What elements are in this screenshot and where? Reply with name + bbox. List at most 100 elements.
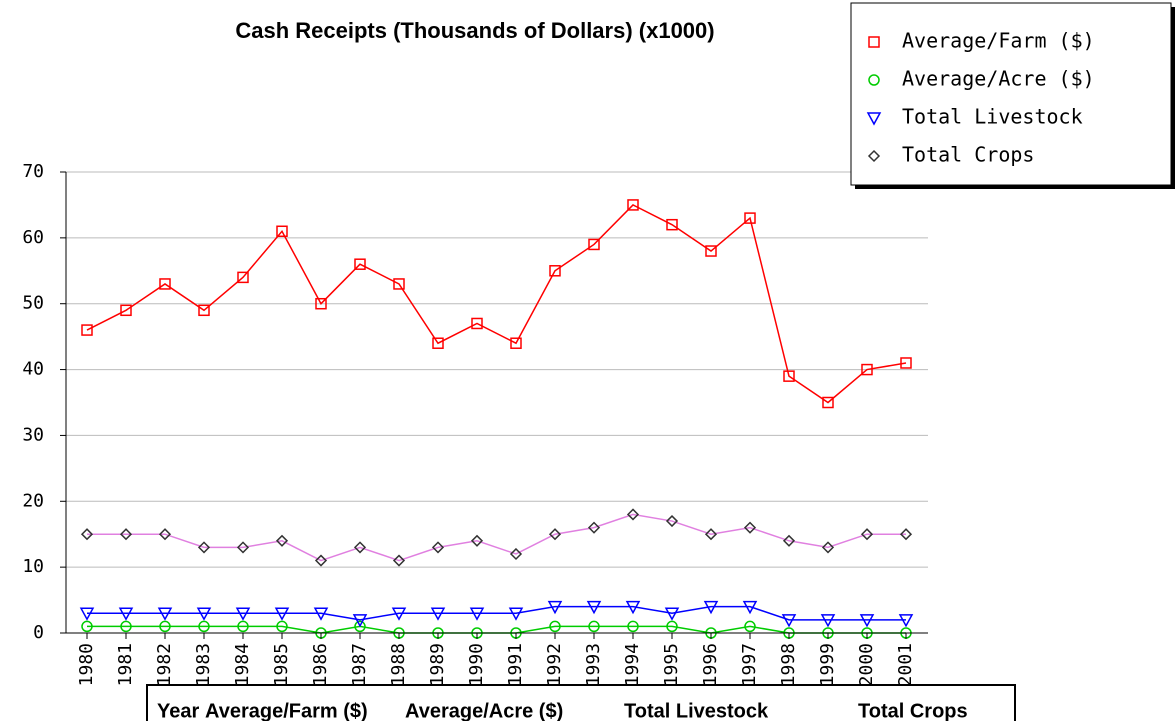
data-point — [159, 620, 171, 633]
data-point — [509, 547, 523, 561]
x-tick-label: 1991 — [505, 643, 526, 686]
legend-label: Total Crops — [902, 143, 1034, 167]
data-point — [666, 620, 678, 633]
data-point — [666, 218, 678, 231]
data-point — [900, 357, 912, 369]
data-point — [588, 238, 600, 251]
series-line — [87, 605, 906, 621]
data-point — [276, 225, 288, 238]
data-point — [391, 607, 407, 621]
data-point — [354, 620, 366, 633]
data-point — [899, 528, 913, 541]
data-point — [354, 258, 366, 270]
y-tick-label: 0 — [33, 622, 44, 643]
data-point — [470, 534, 484, 547]
data-point — [120, 620, 132, 633]
data-point — [158, 528, 172, 541]
data-point — [547, 600, 563, 615]
data-point — [275, 534, 289, 547]
x-tick-label: 1990 — [466, 643, 487, 686]
legend-marker — [868, 74, 880, 86]
data-point — [432, 337, 444, 349]
data-table: Year Average/Farm ($) Average/Acre ($) T… — [146, 684, 1016, 726]
data-point — [157, 607, 173, 621]
x-tick-label: 1999 — [817, 643, 838, 686]
data-point — [822, 396, 834, 409]
y-tick-label: 60 — [22, 227, 44, 248]
data-point — [820, 614, 836, 628]
data-point — [120, 304, 132, 317]
data-point — [549, 620, 561, 633]
legend-marker — [867, 149, 881, 163]
x-tick-label: 1993 — [583, 643, 604, 686]
legend-label: Total Livestock — [902, 105, 1083, 129]
x-tick-label: 1997 — [739, 643, 760, 686]
table-header: Year — [157, 700, 199, 721]
table-header: Average/Farm ($) — [205, 700, 368, 721]
series-line — [87, 625, 906, 634]
x-tick-label: 1982 — [154, 643, 175, 686]
data-point — [821, 541, 835, 554]
data-point — [783, 370, 795, 382]
x-tick-label: 2001 — [895, 643, 916, 686]
data-point — [79, 607, 95, 621]
y-tick-label: 30 — [22, 424, 44, 445]
table-box — [146, 684, 1016, 726]
legend-label: Average/Farm ($) — [902, 29, 1095, 53]
data-point — [235, 607, 251, 621]
y-tick-label: 20 — [22, 490, 44, 511]
x-tick-label: 1994 — [622, 643, 643, 686]
plot-area — [66, 171, 928, 639]
data-point — [548, 528, 562, 541]
data-point — [627, 199, 639, 211]
table-header: Average/Acre ($) — [405, 700, 563, 721]
data-point — [274, 607, 290, 621]
data-point — [313, 607, 329, 621]
x-tick-label: 1989 — [427, 643, 448, 686]
x-tick-label: 1987 — [349, 643, 370, 686]
y-tick-label: 10 — [22, 556, 44, 577]
data-point — [703, 600, 719, 615]
data-point — [744, 212, 756, 224]
chart-title: Cash Receipts (Thousands of Dollars) (x1… — [235, 18, 714, 43]
data-point — [314, 554, 328, 567]
data-point — [704, 528, 718, 541]
x-tick-label: 1988 — [388, 643, 409, 686]
y-tick-label: 50 — [22, 293, 44, 314]
data-point — [276, 620, 288, 633]
data-point — [664, 607, 680, 621]
data-point — [198, 304, 210, 317]
data-point — [197, 541, 211, 554]
series-line — [86, 204, 907, 404]
data-point — [782, 534, 796, 547]
data-point — [587, 521, 601, 534]
data-point — [431, 541, 445, 554]
series-line — [87, 513, 906, 562]
data-point — [392, 554, 406, 567]
x-tick-label: 1984 — [232, 643, 253, 686]
x-tick-label: 1986 — [310, 643, 331, 686]
data-point — [237, 271, 249, 284]
table-header: Total Crops — [858, 700, 968, 721]
x-tick-label: 1998 — [778, 643, 799, 686]
x-tick-label: 1983 — [193, 643, 214, 686]
legend: Average/Farm ($) Average/Acre ($) Total Li… — [850, 2, 1175, 189]
data-point — [81, 324, 93, 336]
table-header: Total Livestock — [624, 700, 769, 721]
x-tick-label: 1995 — [661, 643, 682, 686]
data-point — [81, 620, 93, 633]
data-point — [315, 297, 327, 310]
data-point — [118, 607, 134, 621]
legend-marker — [868, 36, 880, 48]
data-point — [471, 317, 483, 330]
data-point — [626, 508, 640, 521]
x-tick-label: 1981 — [115, 643, 136, 686]
data-point — [508, 607, 524, 621]
data-point — [898, 614, 914, 628]
data-point — [859, 614, 875, 628]
data-point — [860, 528, 874, 541]
data-point — [159, 278, 171, 290]
x-tick-label: 1992 — [544, 643, 565, 686]
data-point — [352, 614, 368, 628]
data-point — [586, 600, 602, 615]
